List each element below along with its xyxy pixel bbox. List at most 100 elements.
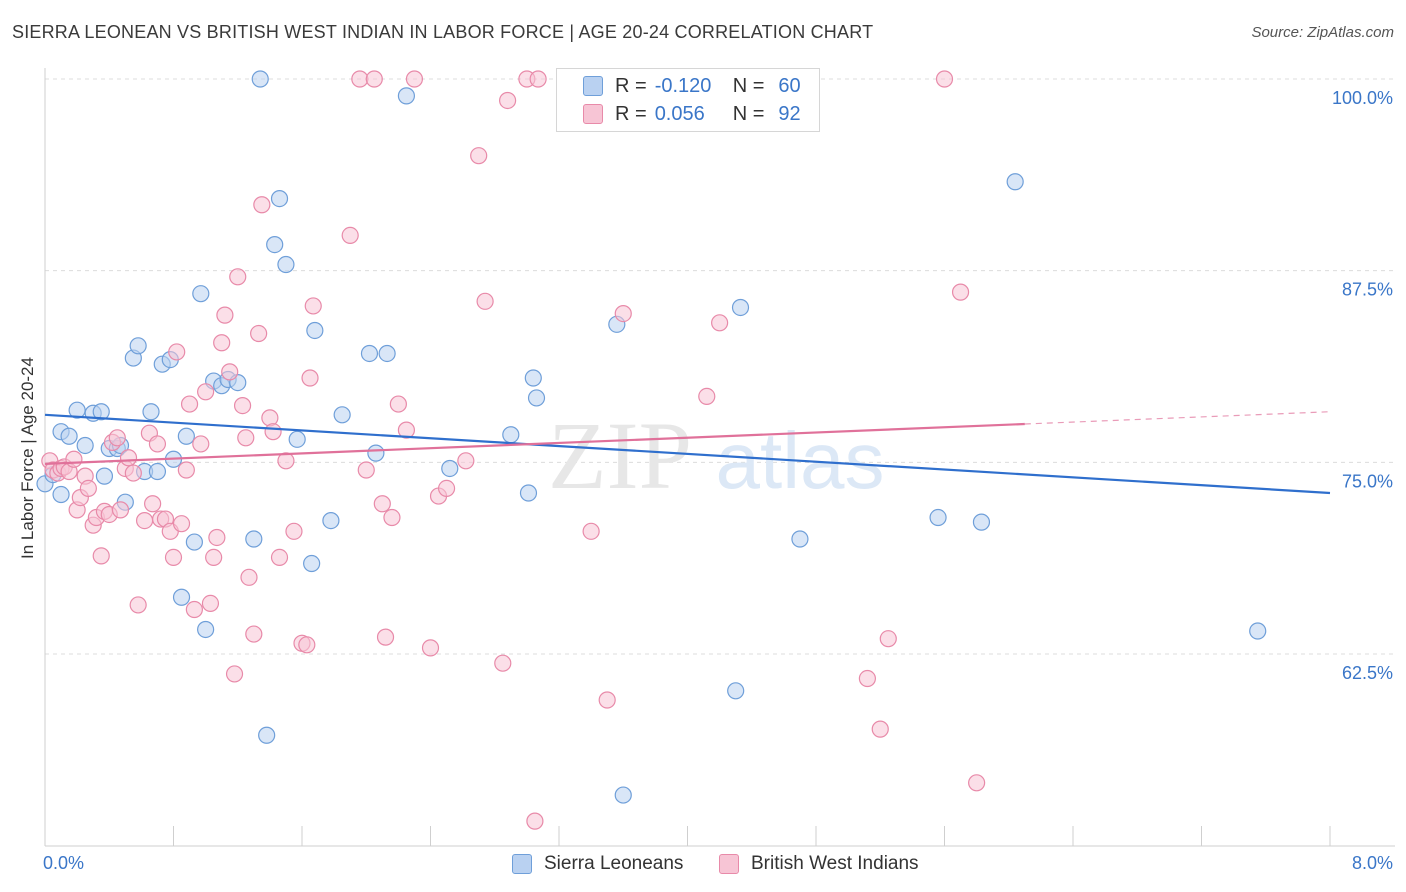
legend-label: British West Indians (751, 853, 919, 874)
sierra-leonean-point (441, 459, 459, 478)
r-label: R = (615, 102, 647, 125)
sierra-leonean-point (727, 682, 745, 700)
british-west-indian-point (437, 479, 456, 497)
british-west-indian-point (108, 429, 126, 447)
tick-labels: 62.5% 75.0% 87.5% 100.0% 0.0% 8.0% (43, 88, 1393, 873)
british-west-indian-point (237, 429, 255, 447)
british-west-indian-point (698, 387, 716, 405)
sierra-leonean-point (68, 401, 86, 419)
british-west-indian-point (240, 568, 258, 586)
sierra-leonean-point (303, 554, 321, 573)
legend-item-british-west-indians[interactable]: British West Indians (719, 850, 919, 878)
british-west-indian-point (270, 548, 289, 567)
sierra-leonean-point (360, 344, 379, 363)
sierra-leonean-point (92, 403, 110, 421)
sierra-leonean-point (76, 436, 94, 455)
british-west-indian-point (197, 383, 215, 401)
x-tick-label: 0.0% (43, 853, 84, 873)
british-west-indian-point (935, 70, 954, 88)
sierra-leonean-point (333, 406, 351, 424)
british-west-indian-point (614, 305, 632, 323)
british-west-indian-point (79, 479, 97, 497)
r-value: -0.120 (654, 74, 712, 97)
british-west-indian-point (494, 654, 512, 672)
data-points (36, 70, 1267, 830)
source-credit: Source: ZipAtlas.com (1251, 24, 1394, 41)
y-axis-label: In Labor Force | Age 20-24 (18, 357, 37, 559)
british-west-indian-point (457, 452, 475, 470)
sierra-leonean-point (129, 337, 147, 355)
legend-label: Sierra Leoneans (544, 853, 684, 874)
british-west-indian-point (285, 522, 303, 540)
sierra-leonean-point (185, 533, 203, 551)
n-label: N = (732, 102, 765, 125)
british-west-indian-point (301, 369, 319, 387)
british-west-indian-point (225, 665, 244, 683)
british-west-indian-point (711, 314, 729, 332)
british-west-indian-point (250, 324, 268, 343)
british-west-indian-point (253, 196, 271, 214)
british-west-indian-point (185, 600, 203, 619)
british-west-indian-point (277, 452, 295, 470)
sierra-leonean-point (1249, 622, 1267, 640)
sierra-leonean-point (527, 389, 546, 407)
british-west-indian-point (389, 395, 407, 413)
british-west-indian-point (879, 630, 897, 648)
british-west-indian-point (968, 774, 986, 792)
british-west-indian-point (476, 292, 494, 310)
british-west-indian-point (221, 363, 239, 381)
british-west-indian-point (129, 596, 147, 614)
british-west-indian-point (304, 297, 322, 315)
gridlines (45, 78, 1395, 655)
legend-row-sierra-leoneans: R = -0.120 N = 60 (583, 73, 801, 99)
n-value: 60 (778, 74, 801, 97)
british-west-indian-point (111, 501, 130, 519)
british-west-indian-point (951, 283, 970, 301)
british-west-indian-point (298, 636, 316, 654)
blue-swatch (583, 76, 603, 96)
british-west-indian-point (135, 511, 154, 530)
sierra-leonean-point (367, 444, 385, 462)
sierra-leonean-point (397, 87, 416, 105)
watermark-zip: ZIP (548, 402, 692, 509)
pink-swatch (583, 104, 603, 124)
british-west-indian-point (470, 147, 488, 165)
british-west-indian-point (365, 70, 383, 88)
sierra-leonean-point (322, 511, 340, 530)
r-label: R = (615, 74, 647, 97)
sierra-leonean-point (95, 467, 114, 485)
trend-lines (44, 411, 1331, 495)
sierra-leonean-trend-line (44, 413, 1331, 495)
y-tick-label: 100.0% (1332, 88, 1393, 108)
british-west-indian-point (168, 343, 186, 361)
legend-item-sierra-leoneans[interactable]: Sierra Leoneans (512, 850, 683, 878)
sierra-leonean-point (1006, 173, 1024, 191)
british-west-indian-point (405, 70, 424, 88)
sierra-leonean-point (288, 430, 306, 448)
british-west-indian-point (598, 691, 616, 709)
british-west-indian-point (65, 450, 83, 468)
british-west-indian-point (172, 515, 191, 533)
british-west-indian-point (376, 628, 395, 646)
british-west-indian-point (201, 594, 220, 613)
british-west-indian-point (216, 306, 234, 324)
sierra-leonean-point (52, 485, 70, 504)
british-west-indian-point (229, 268, 247, 286)
british-west-indian-point (397, 421, 416, 439)
stats-legend: R = -0.120 N = 60 R = 0.056 N = 92 (556, 68, 820, 132)
british-west-indian-point (164, 548, 183, 567)
british-west-indian-point (208, 528, 226, 547)
british-west-indian-point (213, 334, 231, 352)
sierra-leonean-point (60, 427, 78, 445)
sierra-leonean-point (791, 530, 809, 548)
sierra-leonean-point (929, 508, 947, 527)
british-west-indian-point (177, 461, 195, 479)
sierra-leonean-point (266, 236, 284, 254)
sierra-leonean-point (519, 484, 538, 502)
chart-title: SIERRA LEONEAN VS BRITISH WEST INDIAN IN… (12, 22, 874, 42)
british-west-indian-point (858, 669, 877, 688)
british-west-indian-point (499, 91, 517, 110)
sierra-leonean-point (270, 190, 289, 208)
british-west-indian-point (582, 522, 600, 540)
